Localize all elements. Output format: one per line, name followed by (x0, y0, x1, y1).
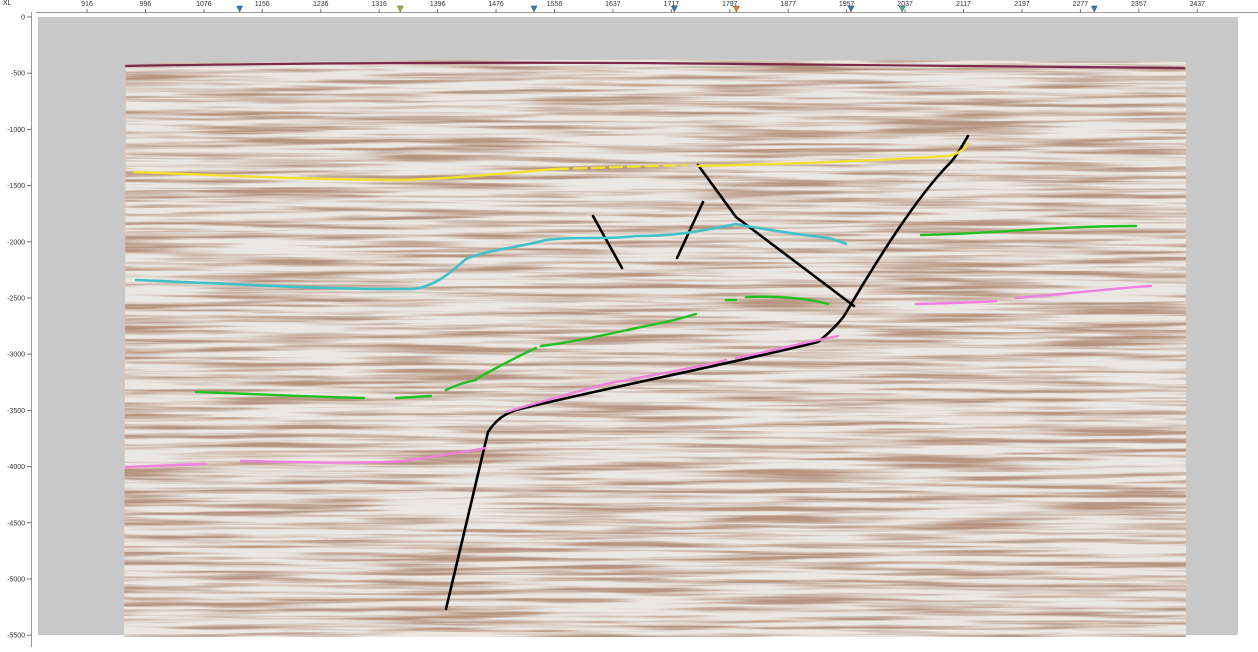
xl-tick-label: 2037 (897, 1, 913, 8)
horizon-lines (124, 61, 1186, 469)
depth-tick-label: -2000 (7, 239, 25, 246)
depth-tick-label: -5500 (7, 633, 25, 640)
depth-tick-label: -1500 (7, 183, 25, 190)
xl-tick-label: 1877 (780, 1, 796, 8)
xl-tick-label: 1316 (371, 1, 387, 8)
depth-axis: 0 -500 -1000 -1500 -2000 -2500 -3000 -3500 -4000… (0, 12, 36, 647)
yellow-horizon-left[interactable] (132, 167, 558, 182)
xl-tick-label: 2357 (1131, 1, 1147, 8)
green-horizon-mid[interactable] (724, 295, 830, 306)
seismic-section[interactable] (36, 12, 1258, 647)
xl-tick-label: 1637 (605, 1, 621, 8)
small-fault-right[interactable] (675, 200, 705, 260)
xl-tick-label: 2277 (1073, 1, 1089, 8)
depth-tick-label: -5000 (7, 577, 25, 584)
seismic-traces (124, 59, 1186, 637)
xl-tick-label: 1396 (430, 1, 446, 8)
xl-axis-ruler: 916 996 1076 1156 1236 1316 1396 1476 1556 1637 17… (36, 1, 1258, 13)
seismic-section-viewport[interactable] (36, 12, 1258, 647)
xl-axis: XL 916 996 1076 1156 1236 1316 1396 1476 1556 163… (0, 0, 1258, 13)
pink-horizon-dip[interactable] (504, 334, 840, 414)
well-marker-5[interactable] (733, 5, 740, 13)
xl-tick-label: 1797 (722, 1, 738, 8)
depth-axis-ruler: 0 -500 -1000 -1500 -2000 -2500 -3000 -3500 -4000… (7, 12, 32, 647)
pink-horizon-right[interactable] (914, 284, 1153, 306)
xl-tick-label: 1957 (839, 1, 855, 8)
well-marker-7[interactable] (898, 5, 906, 13)
yellow-horizon-right[interactable] (696, 142, 970, 168)
green-horizon-deep[interactable] (194, 378, 478, 400)
depth-tick-label: -1000 (7, 127, 25, 134)
depth-tick-label: -3500 (7, 408, 25, 415)
depth-tick-label: -3000 (7, 352, 25, 359)
pink-horizon-deep-left[interactable] (124, 446, 488, 469)
antithetic-fault[interactable] (696, 163, 856, 308)
xl-tick-label: 1556 (547, 1, 563, 8)
well-marker-3[interactable] (530, 5, 538, 13)
well-marker-1[interactable] (236, 5, 243, 13)
xl-tick-label: 1156 (255, 1, 270, 8)
xl-tick-label: 1476 (488, 1, 504, 8)
xl-axis-title: XL (3, 0, 12, 7)
depth-tick-label: -4000 (7, 464, 25, 471)
xl-tick-label: 2117 (956, 1, 971, 8)
depth-tick-label: -2500 (7, 296, 25, 303)
depth-tick-label: -500 (11, 71, 25, 78)
well-marker-6[interactable] (847, 5, 855, 13)
xl-tick-label: 1717 (664, 1, 680, 8)
well-marker-2[interactable] (397, 5, 404, 13)
xl-tick-label: 1076 (196, 1, 212, 8)
depth-tick-label: -4500 (7, 520, 25, 527)
xl-tick-label: 916 (81, 1, 93, 8)
green-horizon-right[interactable] (919, 224, 1138, 237)
seabed-horizon[interactable] (124, 61, 1186, 70)
depth-tick-label: 0 (21, 15, 25, 22)
green-horizon-upper-dip[interactable] (474, 312, 698, 381)
xl-tick-label: 2437 (1189, 1, 1205, 8)
cyan-horizon-right[interactable] (634, 222, 848, 246)
cyan-horizon-left[interactable] (134, 234, 638, 291)
small-fault-left[interactable] (591, 214, 624, 270)
well-marker-8[interactable] (1090, 5, 1098, 13)
well-marker-4[interactable] (670, 5, 678, 13)
xl-tick-label: 1236 (313, 1, 329, 8)
xl-tick-label: 2197 (1014, 1, 1030, 8)
xl-tick-label: 996 (140, 1, 152, 8)
yellow-horizon-dashed[interactable] (554, 163, 688, 171)
